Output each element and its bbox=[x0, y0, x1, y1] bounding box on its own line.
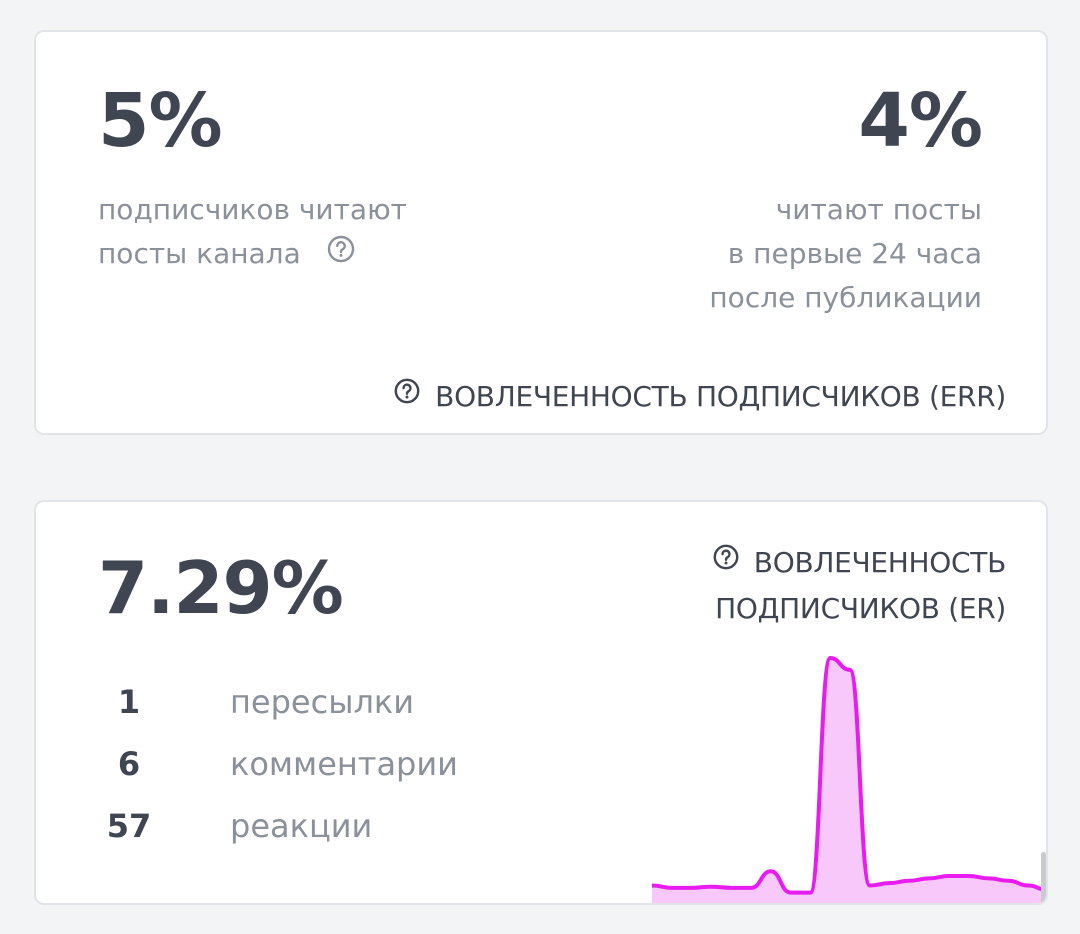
err-card: 5% подписчиков читают посты канала 4% чи… bbox=[34, 30, 1048, 435]
stat-forwards: 1 пересылки bbox=[84, 680, 414, 724]
subscribers-read-description: подписчиков читают посты канала bbox=[98, 188, 407, 277]
err-caption: ВОВЛЕЧЕННОСТЬ ПОДПИСЧИКОВ (ERR) bbox=[393, 374, 1006, 420]
stat-reactions: 57 реакции bbox=[84, 804, 373, 848]
err-caption-text: ВОВЛЕЧЕННОСТЬ ПОДПИСЧИКОВ (ERR) bbox=[435, 380, 1006, 413]
engagement-sparkline bbox=[652, 656, 1046, 903]
sparkline-line bbox=[652, 656, 1046, 895]
er-caption-text: ВОВЛЕЧЕННОСТЬ bbox=[753, 546, 1007, 579]
stat-count: 1 bbox=[117, 683, 141, 721]
stat-comments: 6 комментарии bbox=[84, 742, 458, 786]
scrollbar-thumb[interactable] bbox=[1041, 852, 1046, 903]
er-caption-line: ПОДПИСЧИКОВ (ER) bbox=[715, 592, 1006, 625]
desc-line: в первые 24 часа bbox=[727, 237, 982, 270]
desc-line-text: посты канала bbox=[98, 237, 301, 270]
question-circle-icon[interactable] bbox=[326, 233, 356, 277]
stat-label: пересылки bbox=[230, 683, 415, 721]
stat-label: реакции bbox=[230, 807, 373, 845]
question-circle-icon[interactable] bbox=[712, 539, 740, 585]
stat-count: 6 bbox=[117, 745, 141, 783]
stat-label: комментарии bbox=[230, 745, 458, 783]
subscribers-read-percent: 5% bbox=[98, 78, 223, 164]
desc-line: читают посты bbox=[775, 193, 982, 226]
sparkline-area bbox=[652, 658, 1046, 903]
question-circle-icon[interactable] bbox=[393, 373, 421, 419]
er-caption-line: ВОВЛЕЧЕННОСТЬ bbox=[712, 540, 1006, 586]
er-caption: ВОВЛЕЧЕННОСТЬ ПОДПИСЧИКОВ (ER) bbox=[712, 540, 1006, 632]
desc-line: подписчиков читают bbox=[98, 193, 407, 226]
desc-line: после публикации bbox=[709, 281, 982, 314]
first-day-read-percent: 4% bbox=[858, 78, 983, 164]
first-day-read-description: читают посты в первые 24 часа после публ… bbox=[709, 188, 982, 320]
engagement-rate-value: 7.29% bbox=[98, 546, 344, 630]
er-card: 7.29% ВОВЛЕЧЕННОСТЬ ПОДПИСЧИКОВ (ER) 1 п… bbox=[34, 500, 1048, 905]
stat-count: 57 bbox=[106, 807, 152, 845]
desc-line: посты канала bbox=[98, 232, 407, 277]
